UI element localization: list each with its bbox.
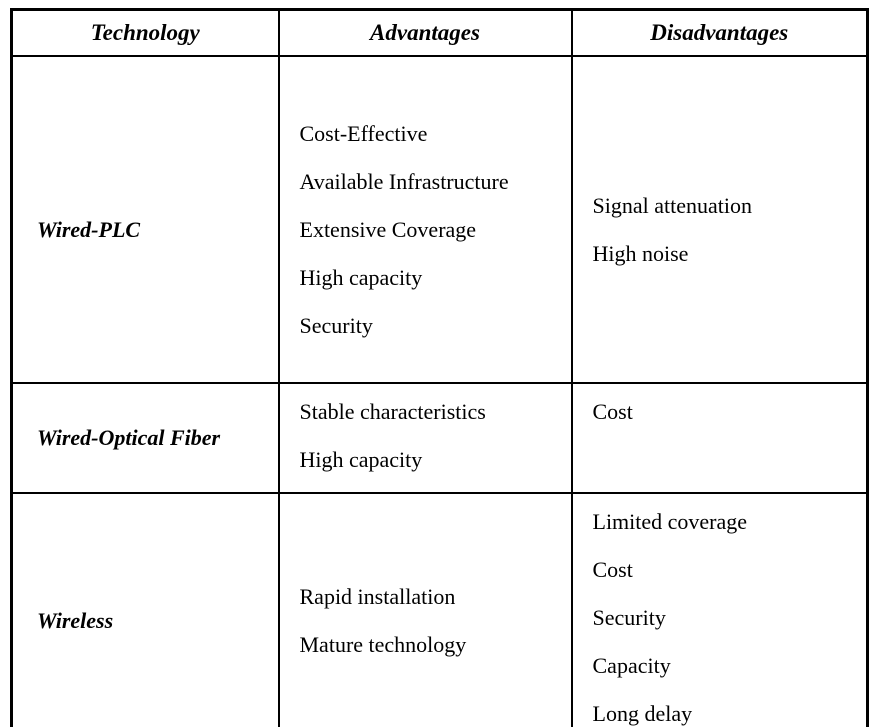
- table-row-wired-optical-fiber: Wired-Optical Fiber Stable characteristi…: [10, 382, 869, 494]
- technology-name: Wired-Optical Fiber: [37, 425, 221, 450]
- header-row: Technology Advantages Disadvantages: [10, 8, 869, 57]
- cell-line: Signal attenuation: [592, 192, 752, 218]
- cell-line: Long delay: [592, 701, 693, 726]
- cell-line: Limited coverage: [592, 509, 748, 534]
- technology-name: Wireless: [37, 607, 114, 633]
- cell-line: Available Infrastructure: [299, 168, 509, 194]
- cell-line: Cost: [592, 399, 633, 424]
- cell-line: Security: [592, 605, 666, 630]
- cell-line: Cost-Effective: [299, 120, 428, 146]
- cell-line: Security: [299, 312, 373, 338]
- column-header-technology: Technology: [10, 8, 280, 57]
- cell-line: Stable characteristics: [299, 399, 486, 424]
- technology-name: Wired-PLC: [37, 216, 141, 242]
- technology-comparison-table: Technology Advantages Disadvantages Wire…: [10, 8, 869, 727]
- cell-line: High capacity: [299, 447, 423, 472]
- cell-line: Cost: [592, 557, 633, 582]
- cell-line: High noise: [592, 240, 689, 266]
- disadvantages-cell: Limited coverage Cost Security Capacity Long…: [570, 492, 869, 727]
- advantages-cell: Rapid installation Mature technology: [277, 492, 573, 727]
- cell-line: Extensive Coverage: [299, 216, 477, 242]
- table-row-wireless: Wireless Rapid installation Mature techno…: [10, 492, 869, 727]
- column-header-disadvantages: Disadvantages: [570, 8, 869, 57]
- column-header-advantages: Advantages: [277, 8, 573, 57]
- disadvantages-cell: Cost: [570, 382, 869, 494]
- cell-line: Rapid installation: [299, 583, 456, 609]
- advantages-cell: Stable characteristics High capacity: [277, 382, 573, 494]
- disadvantages-cell: Signal attenuation High noise: [570, 55, 869, 384]
- advantages-cell: Cost-Effective Available Infrastructure Ex…: [277, 55, 573, 384]
- technology-cell: Wired-Optical Fiber: [10, 382, 280, 494]
- table-row-wired-plc: Wired-PLC Cost-Effective Available Infras…: [10, 55, 869, 384]
- technology-cell: Wired-PLC: [10, 55, 280, 384]
- cell-line: Capacity: [592, 653, 671, 678]
- cell-line: High capacity: [299, 264, 423, 290]
- cell-line: Mature technology: [299, 631, 467, 657]
- technology-cell: Wireless: [10, 492, 280, 727]
